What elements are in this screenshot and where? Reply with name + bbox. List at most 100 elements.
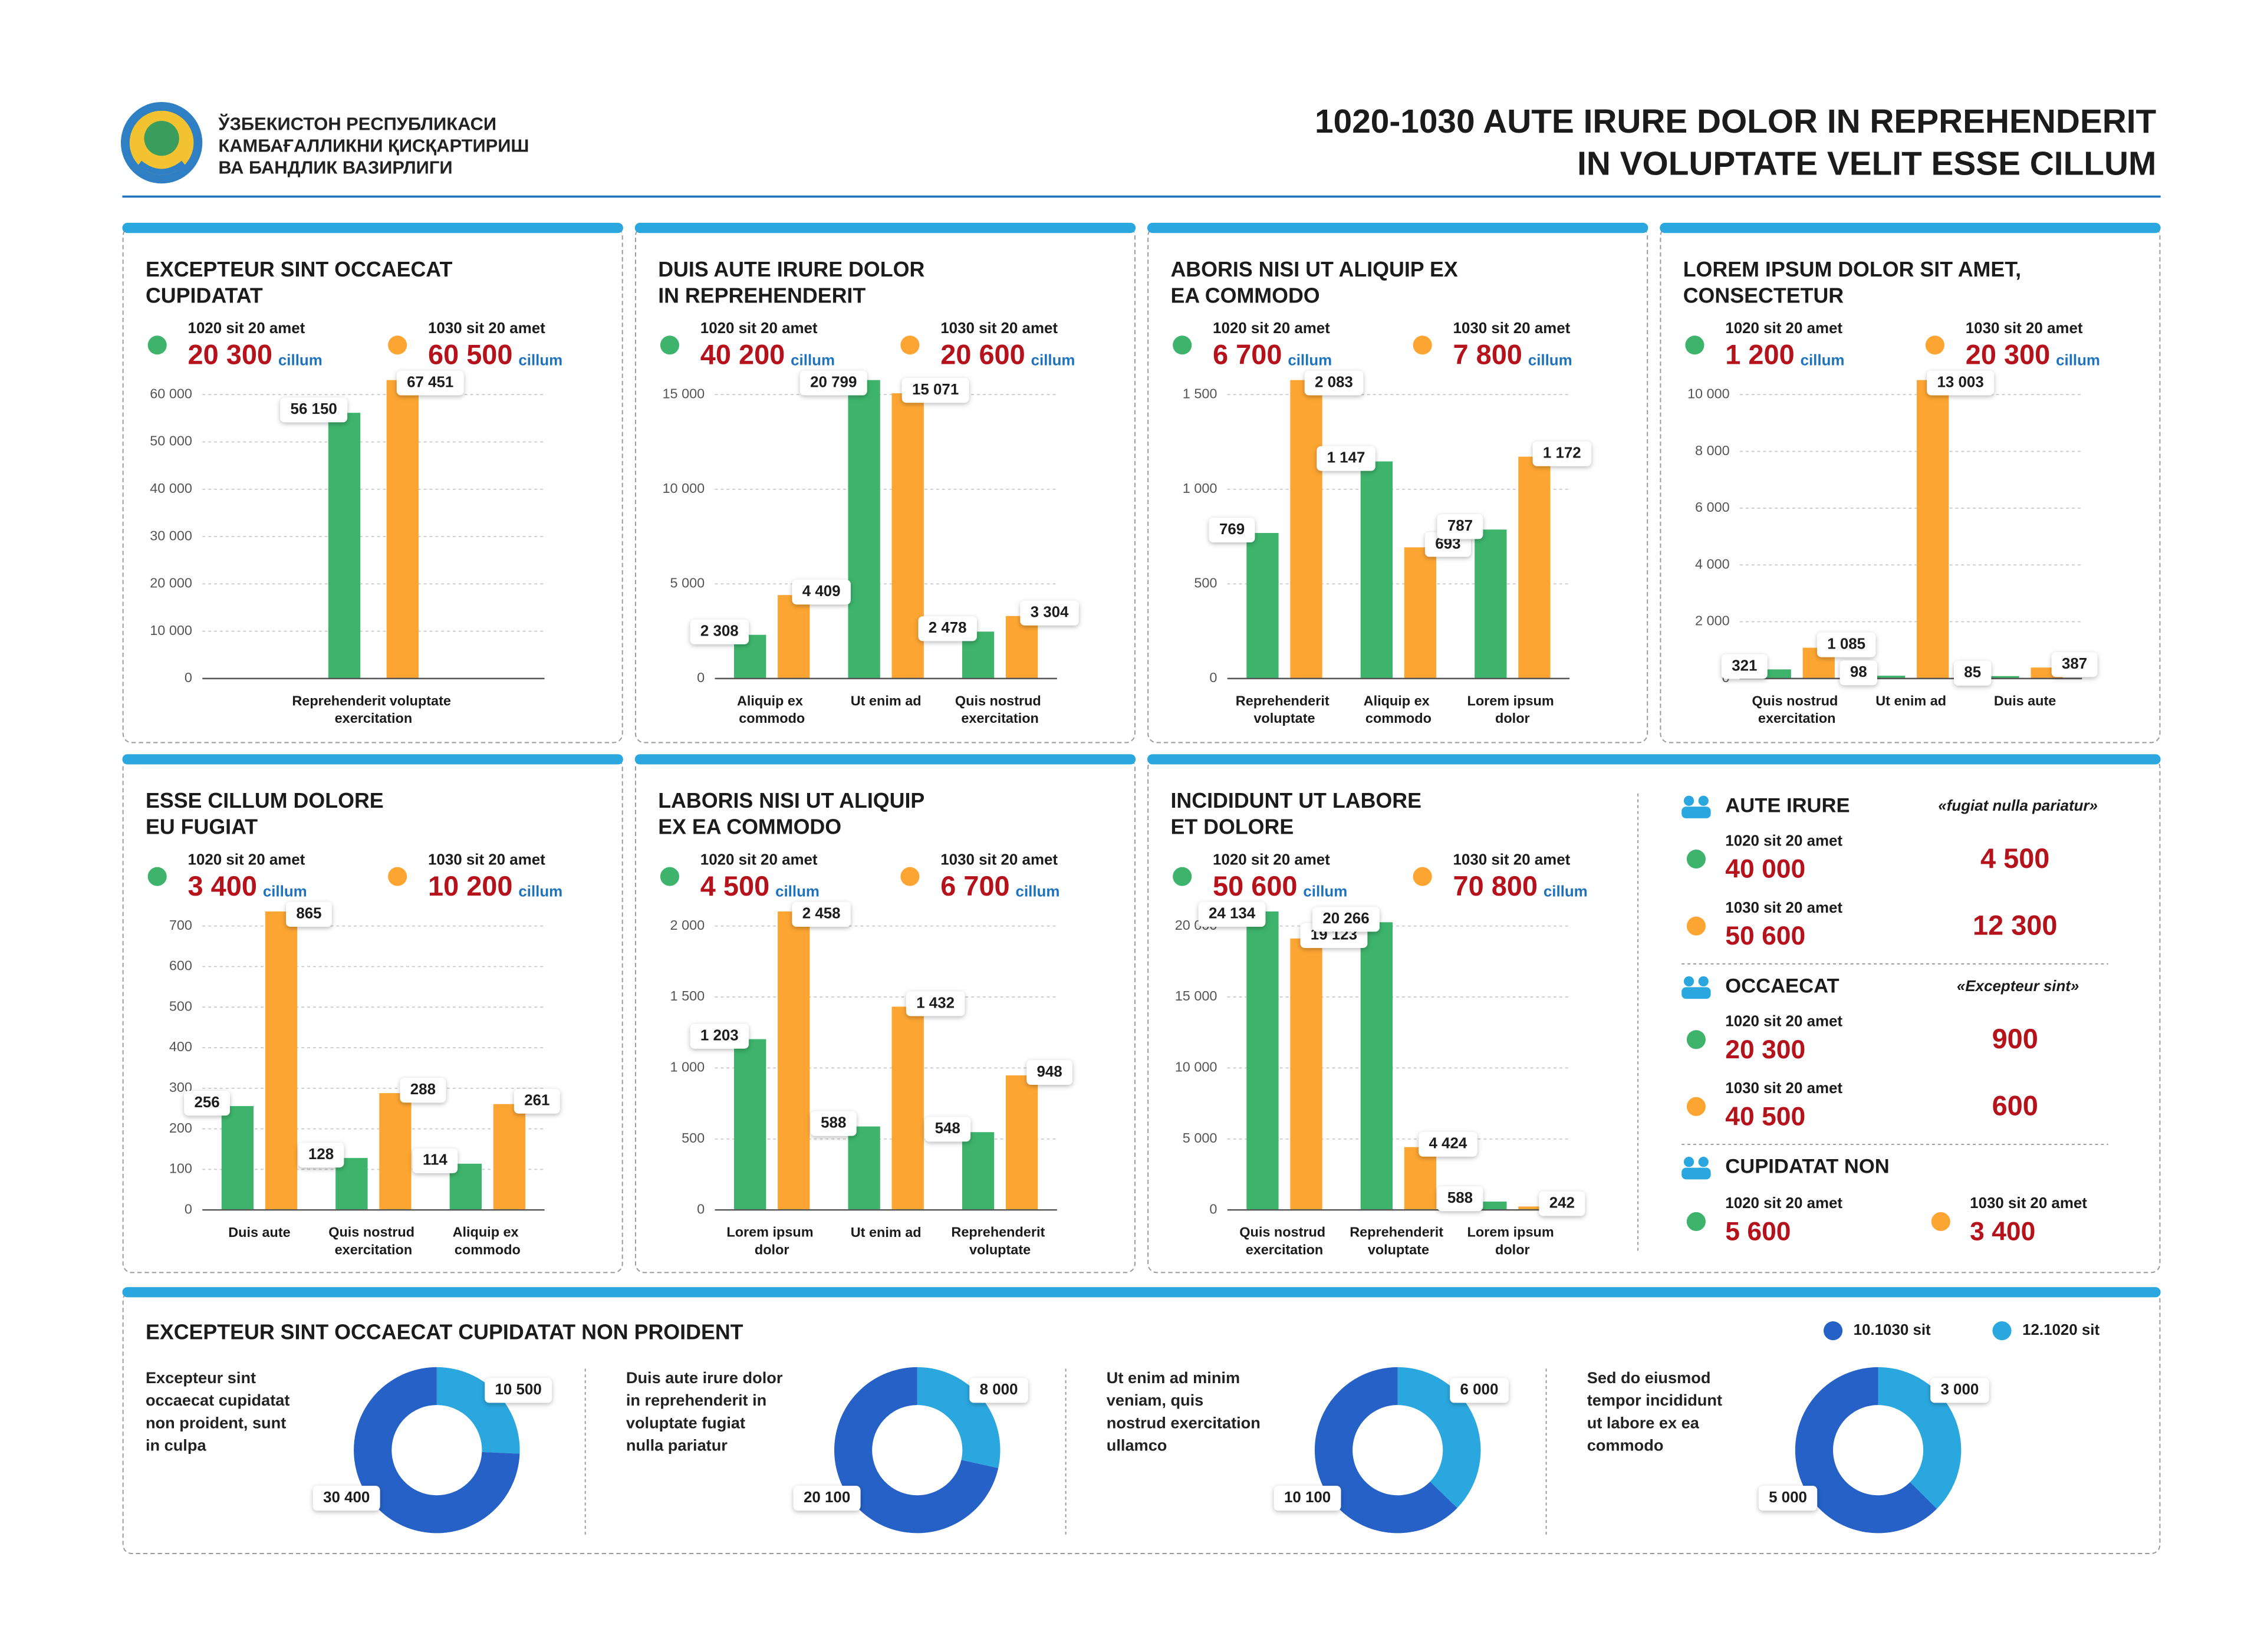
data-label-box <box>298 1143 344 1168</box>
emblem <box>120 101 203 184</box>
data-label: 13 003 <box>1927 370 1995 396</box>
row-name: 1020 sit 20 amet <box>1725 1195 1842 1212</box>
data-label-text: 13 003 <box>1937 374 1983 390</box>
legend-dot <box>1992 1321 2012 1341</box>
panel-title: EU FUGIAT <box>146 815 258 839</box>
data-label-box <box>1927 370 1995 396</box>
description: ut labore ex ea <box>1587 1413 1700 1431</box>
bar <box>778 595 810 679</box>
data-label-box <box>485 1378 552 1403</box>
data-label: 588 <box>1437 1186 1483 1212</box>
panel-title: EA COMMODO <box>1170 284 1319 307</box>
bar <box>1246 532 1279 679</box>
data-label-text: 128 <box>308 1146 334 1163</box>
data-label-text: 588 <box>1447 1190 1473 1206</box>
y-tick-label: 50 000 <box>150 433 192 449</box>
data-label-box <box>514 1088 560 1114</box>
data-label-text: 865 <box>296 906 321 922</box>
data-label: 588 <box>810 1111 857 1136</box>
panel-title: CONSECTETUR <box>1683 284 1844 307</box>
x-tick-label: Duis aute <box>228 1225 291 1240</box>
bar <box>962 1132 995 1210</box>
bar <box>1873 676 1906 679</box>
data-label-box <box>1758 1486 1818 1511</box>
data-label-box <box>1317 446 1375 471</box>
data-label: 387 <box>2051 652 2098 677</box>
bar <box>1360 922 1393 1210</box>
data-label: 8 000 <box>969 1378 1028 1403</box>
row-side-value: 900 <box>1992 1024 2038 1054</box>
panel-bar <box>634 222 1136 233</box>
row-side-value: 4 500 <box>1980 843 2049 874</box>
y-tick-label: 15 000 <box>1175 988 1217 1003</box>
bar <box>386 380 419 679</box>
y-tick-label: 40 000 <box>150 481 192 496</box>
panel-frame <box>122 1291 2161 1554</box>
y-tick-label: 10 000 <box>1175 1059 1217 1075</box>
data-label-text: 85 <box>1964 664 1981 681</box>
summary-unit: cillum <box>1544 884 1588 900</box>
x-tick-label: Quis nostrud exercitation <box>1239 1225 1329 1258</box>
legend-dot <box>1686 1030 1706 1049</box>
bar <box>734 1039 766 1210</box>
panel-bar <box>634 754 1136 765</box>
data-label-box <box>924 1117 971 1142</box>
data-label-text: 15 071 <box>912 381 959 398</box>
y-tick-label: 8 000 <box>1695 443 1730 458</box>
data-label: 114 <box>412 1148 458 1173</box>
y-tick-label: 5 000 <box>1183 1130 1217 1146</box>
summary-unit: cillum <box>518 884 562 900</box>
data-label-box <box>1840 660 1877 686</box>
data-label: 548 <box>924 1117 971 1142</box>
data-label-text: 20 799 <box>810 374 857 390</box>
data-label: 2 478 <box>918 616 977 641</box>
y-tick-label: 10 000 <box>1687 386 1730 401</box>
data-label-box <box>184 1091 230 1116</box>
donut-slice <box>354 1367 520 1533</box>
bar <box>1518 456 1551 679</box>
legend-name: 1020 sit 20 amet <box>1213 851 1330 868</box>
data-label-text: 3 000 <box>1940 1381 1979 1398</box>
x-tick-line: Aliquip ex <box>1364 693 1434 709</box>
summary-unit: cillum <box>2056 352 2100 368</box>
data-label: 1 085 <box>1817 632 1876 657</box>
panel-title: EXCEPTEUR SINT OCCAECAT <box>146 258 453 281</box>
x-tick-line: commodo <box>455 1242 521 1258</box>
description: in reprehenderit in <box>626 1391 766 1409</box>
data-label: 2 308 <box>690 619 749 644</box>
summary-value: 7 800 <box>1453 339 1522 370</box>
data-label: 128 <box>298 1143 344 1168</box>
panel-bar <box>1660 222 2161 233</box>
x-tick-line: dolor <box>1495 1242 1530 1258</box>
x-tick-line: dolor <box>1495 710 1530 726</box>
summary-unit: cillum <box>1303 884 1347 900</box>
data-label-box <box>1419 1131 1477 1157</box>
x-tick-line: Aliquip ex <box>737 693 807 709</box>
legend-dot <box>900 335 920 355</box>
legend-dot <box>900 867 920 886</box>
y-tick-label: 1 500 <box>670 988 705 1003</box>
x-tick-line: commodo <box>1365 710 1432 726</box>
panel-bar <box>122 1287 2161 1298</box>
x-tick-line: Aliquip ex <box>453 1225 523 1240</box>
data-label: 2 083 <box>1304 370 1364 396</box>
data-label: 10 500 <box>485 1378 552 1403</box>
legend-name: 1030 sit 20 amet <box>940 851 1058 868</box>
description: Ut enim ad minim <box>1107 1368 1240 1387</box>
panel-title: CUPIDATAT <box>146 284 263 307</box>
group-quote: «Excepteur sint» <box>1957 978 2079 995</box>
group-icon <box>1681 1157 1711 1180</box>
donut-slice <box>1314 1367 1457 1533</box>
legend-dot <box>1413 335 1432 355</box>
row-name: 1020 sit 20 amet <box>1725 832 1842 849</box>
bar <box>1404 547 1437 679</box>
legend-dot <box>1931 1212 1950 1232</box>
description: nulla pariatur <box>626 1436 728 1454</box>
x-tick-label: Aliquip ex commodo <box>737 693 807 726</box>
bar <box>848 1126 880 1210</box>
row-value: 40 500 <box>1725 1102 1805 1131</box>
group-quote: «fugiat nulla pariatur» <box>1938 798 2098 814</box>
panel-title: ABORIS NISI UT ALIQUIP EX <box>1170 258 1457 281</box>
legend-name: 1030 sit 20 amet <box>428 851 545 868</box>
y-tick-label: 100 <box>169 1161 192 1176</box>
